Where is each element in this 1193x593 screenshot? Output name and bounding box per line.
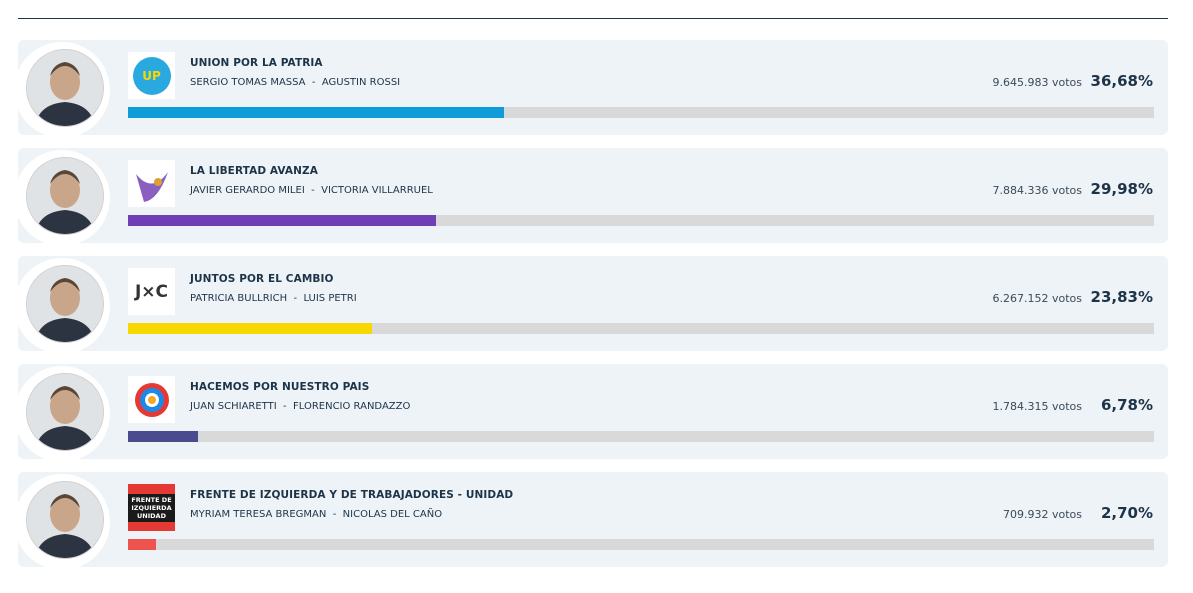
result-bar	[128, 107, 505, 118]
party-logo: FRENTE DE IZQUIERDA UNIDAD	[128, 484, 175, 531]
vote-count: 6.267.152 votos	[992, 292, 1083, 305]
party-logo	[128, 160, 175, 207]
percentage: 2,70%	[1100, 504, 1153, 522]
percentage: 36,68%	[1090, 72, 1153, 90]
vote-count: 1.784.315 votos	[992, 400, 1083, 413]
result-card: LA LIBERTAD AVANZA JAVIER GERARDO MILEI -…	[14, 148, 1168, 246]
party-name: UNION POR LA PATRIA	[190, 57, 323, 69]
candidate-photo	[26, 49, 104, 127]
result-bar	[128, 215, 436, 226]
logo-text: UP	[132, 56, 171, 95]
party-logo: UP	[128, 52, 175, 99]
candidate-photo	[26, 157, 104, 235]
candidates: PATRICIA BULLRICH - LUIS PETRI	[190, 293, 357, 304]
result-bar	[128, 539, 156, 550]
logo-text: J×C	[134, 281, 169, 302]
vote-count: 9.645.983 votos	[992, 76, 1083, 89]
logo-text: FRENTE DE IZQUIERDA UNIDAD	[128, 493, 175, 522]
bar-track	[128, 215, 1154, 226]
percentage: 6,78%	[1100, 396, 1153, 414]
party-name: JUNTOS POR EL CAMBIO	[190, 273, 334, 285]
percentage: 29,98%	[1090, 180, 1153, 198]
bar-track	[128, 107, 1154, 118]
candidates: JAVIER GERARDO MILEI - VICTORIA VILLARRU…	[190, 185, 433, 196]
party-logo: J×C	[128, 268, 175, 315]
candidate-photo	[26, 265, 104, 343]
bar-track	[128, 323, 1154, 334]
candidates: JUAN SCHIARETTI - FLORENCIO RANDAZZO	[190, 401, 411, 412]
result-bar	[128, 431, 198, 442]
party-logo	[128, 376, 175, 423]
vote-count: 7.884.336 votos	[992, 184, 1083, 197]
percentage: 23,83%	[1090, 288, 1153, 306]
party-name: LA LIBERTAD AVANZA	[190, 165, 318, 177]
result-card: FRENTE DE IZQUIERDA UNIDAD FRENTE DE IZQU…	[14, 472, 1168, 570]
vote-count: 709.932 votos	[1003, 508, 1082, 521]
candidates: MYRIAM TERESA BREGMAN - NICOLAS DEL CAÑO	[190, 509, 443, 520]
result-card: HACEMOS POR NUESTRO PAIS JUAN SCHIARETTI …	[14, 364, 1168, 462]
candidates: SERGIO TOMAS MASSA - AGUSTIN ROSSI	[190, 77, 401, 88]
candidate-photo	[26, 373, 104, 451]
result-bar	[128, 323, 373, 334]
party-name: HACEMOS POR NUESTRO PAIS	[190, 381, 370, 393]
result-card: UP UNION POR LA PATRIA SERGIO TOMAS MASSA …	[14, 40, 1168, 138]
bar-track	[128, 539, 1154, 550]
bar-track	[128, 431, 1154, 442]
divider	[18, 18, 1168, 19]
party-name: FRENTE DE IZQUIERDA Y DE TRABAJADORES - …	[190, 489, 514, 501]
candidate-photo	[26, 481, 104, 559]
result-card: J×C JUNTOS POR EL CAMBIO PATRICIA BULLRICH…	[14, 256, 1168, 354]
